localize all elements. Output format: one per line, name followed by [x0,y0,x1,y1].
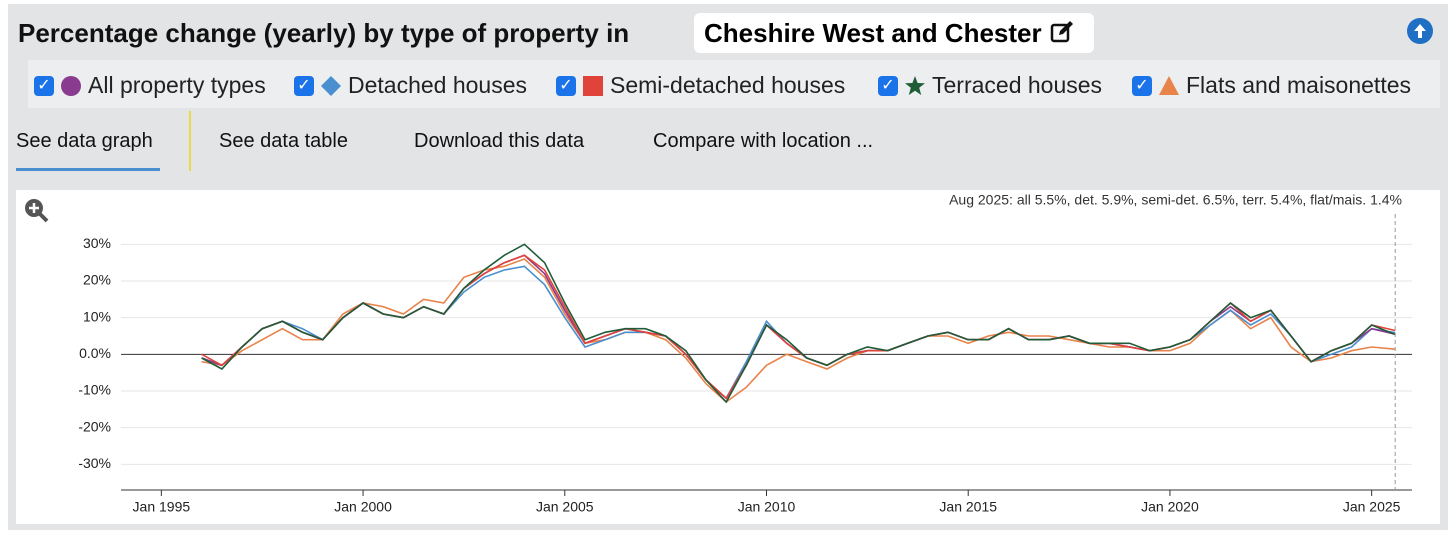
legend-marker [583,75,603,96]
x-tick-label: Jan 1995 [133,499,191,515]
checkbox[interactable]: ✓ [556,75,576,96]
series-line [201,254,1396,400]
legend-label[interactable]: Semi-detached houses [610,72,846,98]
legend-marker [905,75,925,95]
checkbox[interactable]: ✓ [1132,75,1152,96]
y-tick-label: 20% [83,272,111,288]
tab[interactable]: See data graph [16,130,153,152]
legend-label[interactable]: Flats and maisonettes [1186,72,1412,98]
legend-item[interactable]: ✓ Flats and maisonettes [1132,72,1411,99]
checkbox[interactable]: ✓ [294,75,314,96]
y-tick-label: 10% [83,308,111,324]
legend-label[interactable]: Detached houses [348,72,528,98]
chart: Aug 2025: all 5.5%, det. 5.9%, semi-det.… [16,190,1440,524]
checkbox[interactable]: ✓ [34,75,54,96]
legend-item[interactable]: ✓ Semi-detached houses [556,72,845,99]
checkbox[interactable]: ✓ [878,75,898,96]
y-tick-label: 0.0% [79,345,111,361]
series-line [201,265,1396,400]
tab-underline [16,168,160,171]
series-line [201,254,1396,400]
series-line [201,243,1396,404]
y-tick-label: -30% [78,455,111,471]
legend-label[interactable]: Terraced houses [932,72,1103,98]
annotation: Aug 2025: all 5.5%, det. 5.9%, semi-det.… [949,192,1402,208]
legend-marker [321,75,341,96]
edit-icon[interactable] [1049,19,1075,45]
location-text[interactable]: Cheshire West and Chester [704,18,1042,48]
x-tick-label: Jan 2000 [334,499,392,515]
tab[interactable]: Download this data [414,130,585,152]
x-tick-label: Jan 2005 [536,499,594,515]
legend-label[interactable]: All property types [88,72,266,98]
x-tick-label: Jan 2015 [939,499,997,515]
x-tick-label: Jan 2010 [738,499,796,515]
legend-marker [1159,75,1179,95]
y-tick-label: -10% [78,382,111,398]
y-tick-label: 30% [83,235,111,251]
location-button[interactable]: Cheshire West and Chester [694,13,1094,53]
legend-item[interactable]: ✓ Terraced houses [878,72,1102,99]
tab[interactable]: Compare with location ... [653,130,874,152]
tab-separator [189,111,191,171]
title: Percentage change (yearly) by type of pr… [18,18,630,48]
x-tick-label: Jan 2025 [1343,499,1401,515]
legend-marker [61,75,81,96]
series-line [201,258,1396,404]
y-tick-label: -20% [78,418,111,434]
legend: ✓ All property types ✓ Detached houses ✓ Semi… [28,60,1440,108]
scroll-top[interactable] [1406,17,1434,45]
panel: Percentage change (yearly) by type of pr… [8,4,1448,530]
zoom-icon[interactable] [25,199,49,223]
x-tick-label: Jan 2020 [1141,499,1199,515]
legend-item[interactable]: ✓ All property types [34,72,266,99]
legend-item[interactable]: ✓ Detached houses [294,72,527,99]
tab[interactable]: See data table [219,130,348,152]
